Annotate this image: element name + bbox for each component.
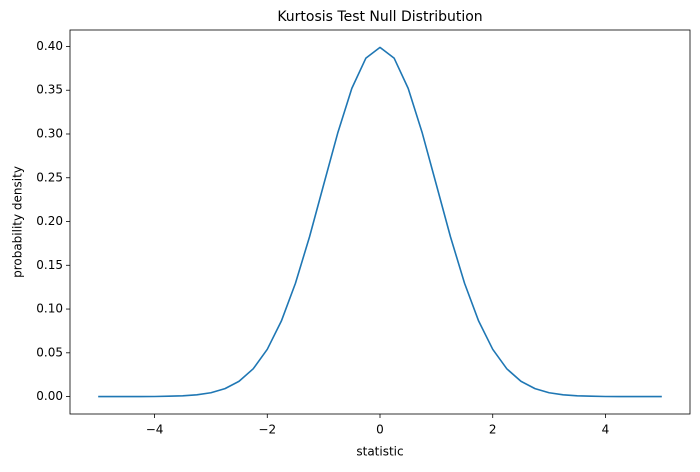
x-tick-label: 2: [489, 423, 497, 437]
y-axis-label: probability density: [11, 166, 25, 278]
x-axis-label: statistic: [356, 445, 403, 459]
y-tick-label: 0.15: [36, 258, 63, 272]
x-tick-label: 0: [376, 423, 384, 437]
x-tick-label: −2: [258, 423, 276, 437]
axes-frame: [69, 29, 691, 415]
y-tick-label: 0.40: [36, 39, 63, 53]
y-tick-label: 0.30: [36, 126, 63, 140]
x-tick-label: 4: [602, 423, 610, 437]
y-tick-label: 0.00: [36, 389, 63, 403]
y-tick-label: 0.25: [36, 170, 63, 184]
line-series: [98, 46, 662, 398]
y-tick-label: 0.05: [36, 345, 63, 359]
y-tick-label: 0.20: [36, 214, 63, 228]
y-tick-label: 0.35: [36, 83, 63, 97]
x-tick-label: −4: [146, 423, 164, 437]
y-tick-label: 0.10: [36, 302, 63, 316]
chart-title: Kurtosis Test Null Distribution: [277, 9, 482, 25]
